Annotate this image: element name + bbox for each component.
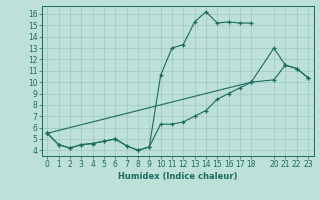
X-axis label: Humidex (Indice chaleur): Humidex (Indice chaleur) bbox=[118, 172, 237, 181]
